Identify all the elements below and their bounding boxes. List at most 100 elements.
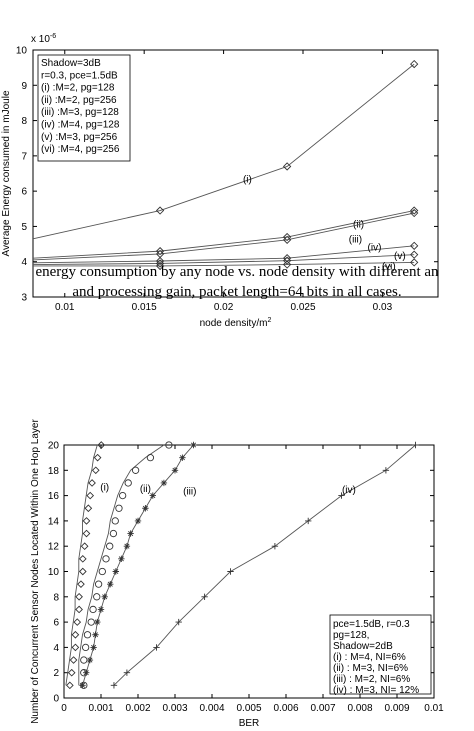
y-tick-label: 2 [53, 668, 59, 679]
data-point [410, 258, 419, 267]
series-line [32, 245, 415, 264]
legend-entry: (ii) : M=3, NI=6% [333, 663, 408, 674]
data-point [155, 246, 165, 256]
legend-title-line: Shadow=3dB [41, 58, 101, 69]
data-point [109, 529, 118, 538]
data-point [131, 466, 140, 474]
series-line [32, 63, 415, 240]
data-point [106, 542, 114, 550]
data-point [93, 453, 102, 462]
legend-entry: (i) :M=2, pg=128 [41, 83, 115, 94]
y-tick-label: 12 [48, 542, 60, 553]
data-point [86, 491, 95, 500]
data-point [87, 618, 95, 626]
data-point [115, 504, 123, 512]
y-tick-label: 5 [21, 222, 27, 233]
x-tick-label: 0.008 [347, 703, 372, 714]
data-point [78, 555, 87, 563]
data-point [67, 668, 76, 677]
data-point [171, 467, 179, 474]
y-tick-label: 10 [16, 46, 28, 57]
y-tick-label: 8 [21, 116, 27, 127]
data-point [118, 555, 125, 563]
x-tick-label: 0.002 [125, 703, 150, 714]
legend-entry: (i) : M=4, NI=6% [333, 652, 406, 663]
y-tick-label: 8 [53, 592, 59, 603]
data-point [107, 580, 114, 588]
data-point [160, 479, 168, 487]
data-point [227, 568, 234, 575]
y-tick-label: 10 [48, 567, 60, 578]
legend-box [37, 54, 131, 162]
figure-caption-line-1: energy consumption by any node vs. node … [35, 264, 439, 280]
x-tick-label: 0.009 [384, 703, 409, 714]
data-point [282, 260, 292, 269]
data-point [142, 505, 149, 512]
series-label: (ii) [140, 484, 151, 495]
x-tick-label: 0.003 [162, 703, 187, 714]
data-point [155, 259, 165, 268]
series-label: (i) [100, 483, 109, 494]
data-point [410, 250, 419, 259]
data-point [82, 529, 91, 538]
data-point [175, 618, 182, 626]
data-point [90, 644, 97, 651]
data-point [97, 606, 105, 613]
data-point [119, 491, 127, 500]
plot-frame [32, 49, 439, 298]
data-point [282, 254, 292, 263]
data-point [112, 568, 119, 575]
series-label: (iii) [349, 234, 362, 245]
data-point [97, 441, 106, 449]
data-point [382, 467, 390, 474]
x-tick-label: 0 [61, 703, 67, 714]
y-tick-label: 9 [21, 81, 27, 92]
y-tick-label: 14 [48, 516, 60, 527]
series-line [32, 254, 415, 265]
y-tick-label: 4 [53, 643, 59, 654]
legend-entry: (vi) :M=4, pg=256 [41, 144, 120, 155]
y-tick-label: 18 [48, 466, 60, 477]
legend-title-line: pg=128, [333, 630, 369, 641]
data-point [410, 206, 419, 215]
nodes-vs-ber-chart: 0 0.001 0.002 0.003 0.004 0.005 0.006 0.007 0.00… [30, 419, 444, 729]
data-point [153, 644, 160, 651]
series-label: (v) [394, 251, 406, 262]
data-point [93, 593, 101, 601]
data-point [94, 580, 103, 588]
data-point [123, 669, 131, 676]
data-point [282, 232, 292, 242]
data-point [410, 208, 419, 218]
data-point [89, 605, 97, 614]
y-tick-label: 3 [21, 293, 27, 304]
x-axis-label-superscript: 2 [267, 317, 271, 324]
data-point [155, 256, 165, 266]
data-point [75, 592, 83, 601]
series-label: (i) [243, 174, 252, 185]
series-label: (vi) [382, 261, 396, 272]
data-point [80, 656, 88, 664]
x-tick-label: 0.006 [273, 703, 298, 714]
data-point [412, 441, 419, 449]
data-point [92, 631, 99, 638]
x-tick-label: 0.03 [373, 302, 393, 313]
y-exponent-power: -6 [50, 33, 56, 40]
data-point [146, 454, 155, 462]
legend-entry: (iv) :M=4, pg=128 [41, 120, 120, 131]
legend-title-line: r=0.3, pce=1.5dB [41, 70, 118, 81]
data-point [71, 643, 80, 652]
x-tick-label: 0.007 [310, 703, 335, 714]
x-tick-label: 0.004 [199, 703, 224, 714]
data-point [91, 466, 100, 475]
data-point [86, 656, 94, 664]
data-point [66, 681, 74, 690]
data-point [78, 567, 87, 576]
legend-entry: (v) :M=3, pg=256 [41, 132, 118, 143]
data-point [75, 605, 83, 614]
y-tick-label: 16 [48, 491, 60, 502]
data-point [410, 241, 419, 250]
x-tick-label: 0.005 [236, 703, 261, 714]
data-point [88, 479, 96, 487]
series-label: (iii) [183, 486, 196, 497]
